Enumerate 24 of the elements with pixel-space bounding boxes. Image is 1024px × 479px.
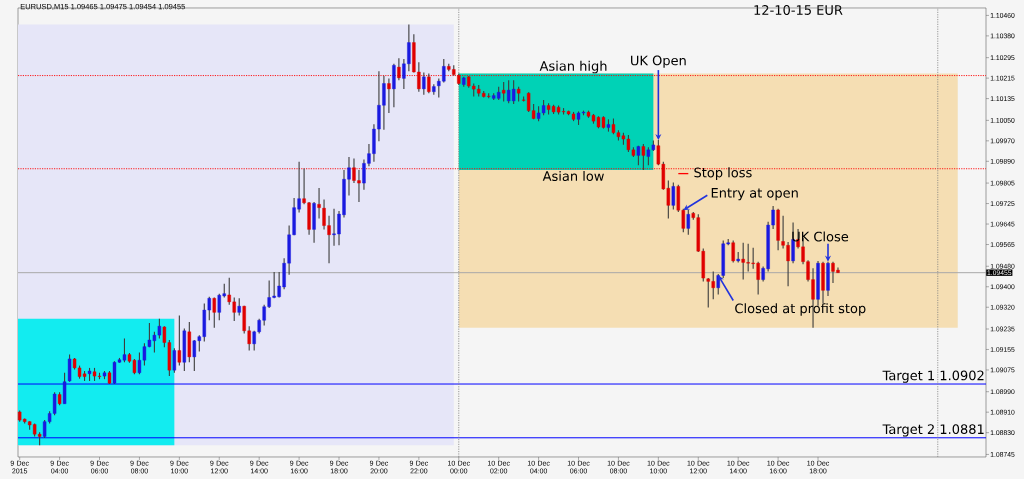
candlestick	[671, 182, 676, 210]
ref-line-label: Target 2 1.0881	[882, 424, 984, 437]
candlestick	[501, 81, 506, 102]
candlestick	[397, 57, 401, 81]
annotation: UK Close	[792, 231, 849, 242]
candlestick	[427, 72, 431, 94]
candlestick	[387, 77, 391, 114]
candlestick	[212, 296, 216, 329]
candlestick	[177, 314, 182, 367]
ref-line-label: Target 1 1.0902	[882, 370, 984, 383]
annotation: Asian low	[542, 170, 604, 182]
annotation: Closed at profit stop	[735, 303, 866, 316]
candlestick	[317, 187, 321, 219]
candlestick	[511, 79, 516, 105]
annotation: Entry at open	[711, 188, 798, 201]
candlestick	[172, 347, 177, 374]
annotation: Stop loss	[694, 167, 752, 180]
chart-title: 12-10-15 EUR	[754, 5, 843, 15]
candlestick	[392, 63, 396, 108]
annotation: UK Open	[631, 55, 686, 68]
candlestick	[641, 143, 646, 171]
candlestick	[192, 339, 197, 372]
candlestick	[422, 71, 426, 96]
annotation: Asian high	[539, 60, 607, 74]
